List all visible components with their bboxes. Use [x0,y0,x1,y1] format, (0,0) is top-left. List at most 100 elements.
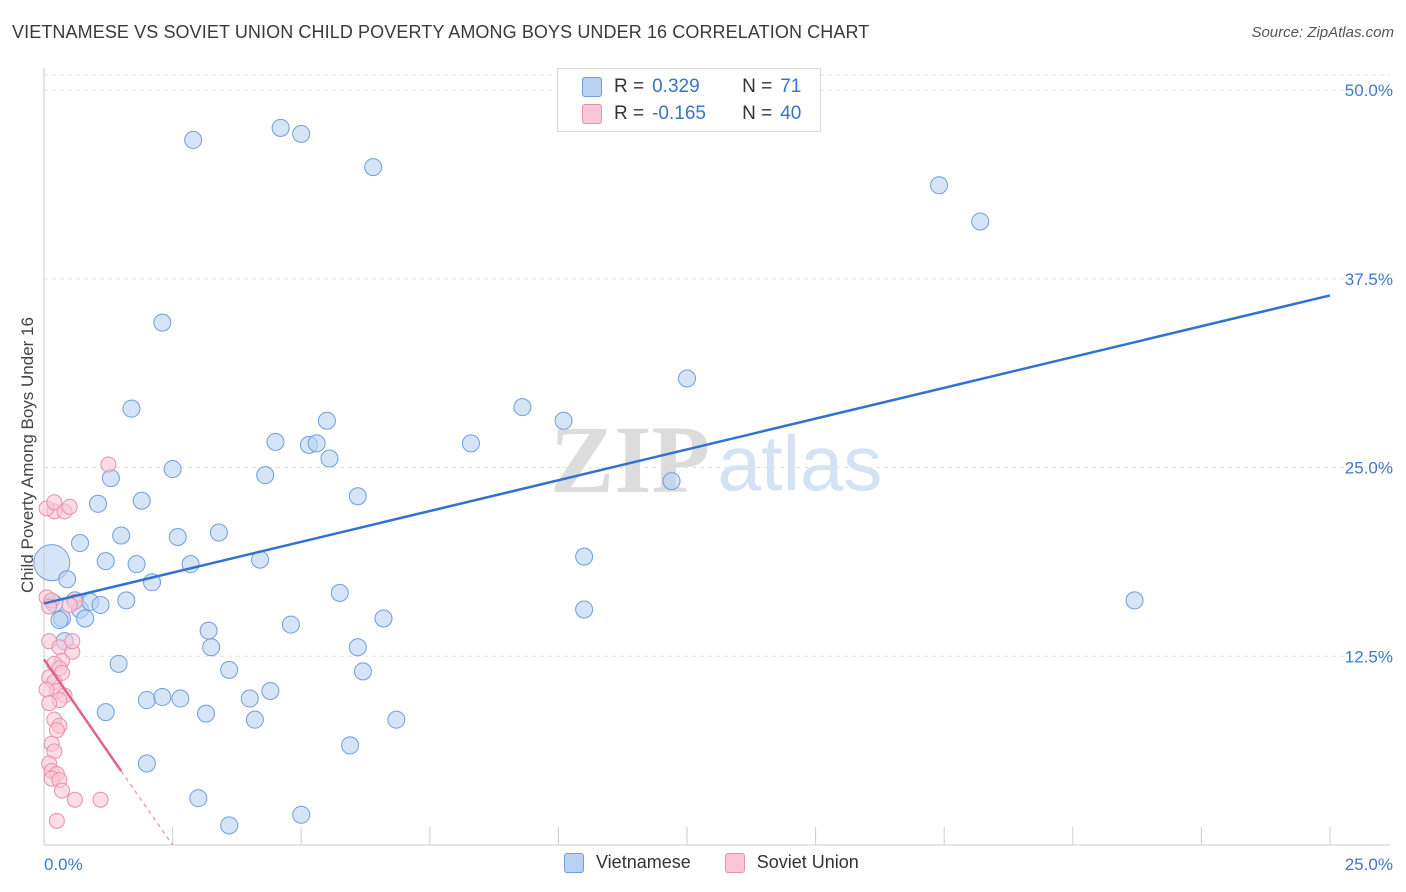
soviet-union-trend-extension [120,770,174,846]
vietnamese-point [513,398,532,417]
vietnamese-point [320,449,339,468]
vietnamese-point [292,805,311,824]
legend-n-value: 40 [780,103,802,124]
vietnamese-point [184,130,203,149]
vietnamese-point [153,313,172,332]
legend-r-value: 0.329 [652,76,700,97]
vietnamese-point [112,526,131,545]
vietnamese-point [132,491,151,510]
bottom-legend-label-vietnamese: Vietnamese [596,852,691,872]
bottom-legend-label-soviet-union: Soviet Union [756,852,859,872]
vietnamese-point [122,399,141,418]
soviet-union-point [100,456,117,473]
soviet-union-point [64,633,81,650]
vietnamese-point [96,552,115,571]
vietnamese-point [96,703,115,722]
x-tick-label: 25.0% [1345,855,1393,874]
legend-row-vietnamese: R = 0.329 N = 71 [582,75,801,99]
vietnamese-point [341,736,360,755]
vietnamese-point [199,621,218,640]
vietnamese-point [307,434,326,453]
vietnamese-point [971,212,990,231]
vietnamese-point [101,469,120,488]
vietnamese-point [50,611,69,630]
bottom-legend-swatch-vietnamese [564,852,584,873]
vietnamese-point [330,583,349,602]
vietnamese-point [245,710,264,729]
vietnamese-point [374,609,393,628]
bottom-legend-item-soviet-union: Soviet Union [724,852,859,873]
vietnamese-point [117,591,136,610]
vietnamese-point [71,534,90,553]
legend-n-value: 71 [780,76,802,97]
legend-n-label: N = [742,76,773,97]
vietnamese-point [281,615,300,634]
legend: R = 0.329 N = 71 R = -0.165 N = 40 [557,68,821,132]
bottom-legend-swatch-soviet-union [724,852,745,873]
vietnamese-point [33,544,71,582]
soviet-union-point [48,722,65,739]
vietnamese-point [387,710,406,729]
vietnamese-point [137,691,156,710]
vietnamese-point [575,547,594,566]
vietnamese-point [89,494,108,513]
soviet-union-point [48,812,65,829]
soviet-union-point [38,681,55,698]
vietnamese-trend-line [43,294,1331,605]
legend-r-label: R = [614,103,645,124]
vietnamese-point [109,654,128,673]
y-tick-label: 12.5% [1345,647,1393,666]
vietnamese-point [189,789,208,808]
vietnamese-point [261,682,280,700]
y-axis-label: Child Poverty Among Boys Under 16 [18,317,37,593]
vietnamese-point [317,411,336,430]
vietnamese-point [197,704,216,723]
vietnamese-point [364,158,383,177]
vietnamese-point [348,487,367,506]
vietnamese-point [930,176,949,195]
legend-swatch-soviet-union [582,104,602,124]
soviet-union-point [66,791,83,808]
soviet-union-point [46,494,63,511]
legend-r-label: R = [614,76,645,97]
vietnamese-point [153,688,172,707]
vietnamese-point [58,570,77,589]
vietnamese-point [163,460,182,479]
y-tick-label: 25.0% [1345,459,1393,478]
vietnamese-point [575,600,594,619]
vietnamese-point [220,660,239,679]
legend-n-label: N = [742,103,773,124]
x-tick-label: 0.0% [44,855,83,874]
vietnamese-point [554,411,573,430]
vietnamese-point [127,555,146,574]
soviet-union-trend-line [42,658,123,772]
soviet-union-point [92,791,109,808]
vietnamese-point [76,609,95,628]
soviet-union-point [41,695,58,712]
vietnamese-point [256,466,275,485]
y-tick-label: 50.0% [1345,81,1393,100]
bottom-legend-item-vietnamese: Vietnamese [564,852,691,873]
vietnamese-point [348,638,367,657]
watermark-zip: ZIP [550,406,710,513]
chart-title: VIETNAMESE VS SOVIET UNION CHILD POVERTY… [12,22,870,42]
vietnamese-point [91,595,110,614]
vietnamese-point [202,638,221,657]
vietnamese-point [353,662,372,681]
vietnamese-point [266,432,285,451]
vietnamese-point [292,124,311,143]
legend-swatch-vietnamese [582,77,602,97]
vietnamese-point [240,689,259,708]
vietnamese-point [137,754,156,773]
legend-row-soviet-union: R = -0.165 N = 40 [582,102,801,126]
vietnamese-point [220,816,239,835]
vietnamese-point [209,523,228,542]
vietnamese-point [662,472,681,491]
soviet-union-point [61,498,78,515]
vietnamese-point [168,528,187,546]
vietnamese-point [678,369,696,388]
vietnamese-point [461,434,480,453]
vietnamese-point [1125,591,1144,610]
bottom-legend: Vietnamese Soviet Union [564,852,893,873]
